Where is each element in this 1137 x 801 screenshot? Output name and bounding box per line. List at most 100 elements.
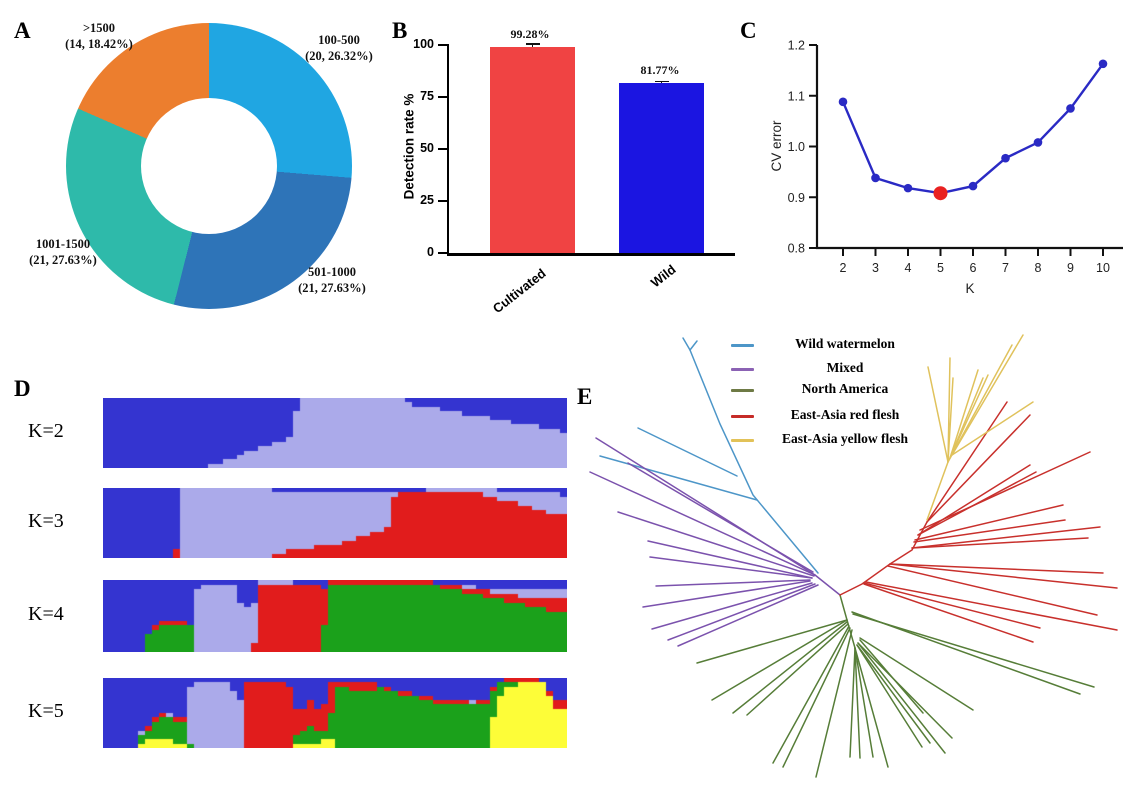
c-x-tick-label: 9 [1067, 261, 1074, 275]
tree-branch-mixed [647, 540, 813, 579]
tree-branch-mixed [655, 579, 811, 587]
tree-branch-north-america [846, 619, 856, 649]
c-x-tick-label: 3 [872, 261, 879, 275]
b-y-tick-label: 0 [427, 245, 434, 259]
tree-branch-north-america [782, 627, 851, 768]
tree-branch-north-america [772, 625, 850, 764]
cv-error-line-chart: 0.8 0.9 1.0 1.1 1.2 2 3 4 5 6 7 8 9 10 [788, 39, 1123, 275]
tree-branch-east-asia-yellow-flesh [947, 344, 1013, 463]
c-y-tick-label: 1.1 [788, 89, 805, 103]
legend-row-wild-watermelon: Wild watermelon [715, 336, 945, 354]
panel-letter-e: E [577, 384, 593, 409]
tree-branch-mixed [677, 584, 819, 647]
pie-label-100-500: 100-500 (20, 26.32%) [284, 32, 394, 65]
tree-branch-east-asia-red-flesh [863, 582, 1041, 629]
tree-branch-wild-watermelon [689, 349, 819, 574]
pie-label-line2: (21, 27.63%) [29, 253, 97, 268]
tree-branch-east-asia-red-flesh [839, 521, 928, 596]
structure-plot-k4 [103, 580, 567, 652]
tree-branch-east-asia-red-flesh [913, 519, 1066, 543]
tree-branch-wild-watermelon [682, 337, 691, 351]
cv-error-point [1066, 104, 1075, 113]
tree-branch-east-asia-red-flesh [863, 583, 1034, 643]
tree-branch-mixed [667, 583, 816, 641]
bar-cultivated [490, 46, 575, 253]
legend-row-mixed: Mixed [715, 360, 945, 378]
legend-swatch-mixed [731, 368, 754, 371]
legend-swatch-east-asia-yellow [731, 439, 754, 442]
tree-branch-east-asia-yellow-flesh [951, 334, 1024, 456]
tree-branch-east-asia-yellow-flesh [947, 377, 954, 463]
error-bar-cap [525, 43, 540, 45]
tree-branch-mixed [589, 471, 816, 576]
cv-error-point [1033, 138, 1043, 147]
tree-branch-east-asia-red-flesh [926, 414, 1031, 523]
pie-label-501-1000: 501-1000 (21, 27.63%) [276, 264, 388, 297]
pie-label-line1: 1001-1500 [35, 237, 91, 251]
tree-branch-north-america [859, 639, 924, 714]
b-y-tick-label: 50 [420, 141, 434, 155]
pie-label-1001-1500: 1001-1500 (21, 27.63%) [8, 236, 118, 269]
pie-label-line2: (14, 18.42%) [65, 37, 133, 52]
bar-x-label-wild: Wild [647, 261, 679, 291]
legend-swatch-north-america [731, 389, 754, 392]
tree-branch-north-america [732, 621, 848, 714]
bar-x-label-cultivated: Cultivated [489, 265, 549, 317]
c-x-tick-label: 7 [1002, 261, 1009, 275]
tree-branch-east-asia-red-flesh [914, 504, 1064, 541]
tree-branch-north-america [856, 644, 931, 744]
tree-branch-east-asia-yellow-flesh [927, 366, 949, 463]
tree-branch-east-asia-yellow-flesh [949, 369, 979, 459]
b-y-tick-label: 75 [420, 89, 434, 103]
tree-branch-east-asia-red-flesh [911, 537, 1089, 549]
bar-value-label-wild: 81.77% [640, 63, 680, 77]
tree-branch-north-america [859, 637, 974, 711]
panel-letter-b: B [392, 18, 408, 43]
c-x-axis-title: K [965, 281, 975, 296]
structure-row-label-k2: K=2 [28, 420, 64, 442]
legend-label: North America [801, 381, 889, 396]
b-y-tick [438, 147, 449, 151]
structure-plot-k3 [103, 488, 567, 558]
tree-branch-north-america [746, 623, 849, 716]
cv-error-point [903, 183, 913, 193]
tree-branch-mixed [651, 582, 813, 630]
cv-error-point [838, 97, 848, 107]
tree-branch-east-asia-red-flesh [889, 563, 1118, 589]
tree-branch-east-asia-yellow-flesh [926, 461, 949, 521]
tree-branch-east-asia-red-flesh [911, 526, 1101, 549]
cv-error-line [841, 63, 1104, 195]
tree-branch-east-asia-yellow-flesh [951, 401, 1034, 456]
tree-branch-east-asia-red-flesh [887, 565, 1098, 616]
pie-label-line1: 100-500 [318, 33, 360, 47]
tree-branch-north-america [852, 613, 1095, 688]
cv-error-point [968, 181, 978, 191]
legend-swatch-east-asia-red [731, 415, 754, 418]
tree-branch-north-america [839, 594, 848, 621]
tree-branch-wild-watermelon [599, 455, 758, 501]
tree-branch-north-america [854, 647, 889, 768]
donut-chart [66, 23, 352, 309]
cv-error-point [871, 173, 880, 183]
tree-branch-north-america [849, 647, 856, 758]
tree-branch-north-america [815, 629, 853, 778]
tree-branch-east-asia-red-flesh [919, 451, 1091, 531]
tree-branch-east-asia-red-flesh [926, 401, 1008, 523]
legend-row-north-america: North America [715, 381, 945, 399]
tree-branch-wild-watermelon [637, 427, 738, 477]
tree-branch-north-america [854, 647, 874, 758]
tree-branch-north-america [711, 619, 848, 701]
structure-row-label-k3: K=3 [28, 510, 64, 532]
legend-row-east-asia-red-flesh: East-Asia red flesh [715, 407, 945, 425]
tree-branch-mixed [617, 511, 815, 577]
tree-branch-east-asia-red-flesh [889, 563, 1104, 574]
c-x-tick-label: 5 [937, 261, 944, 275]
c-x-tick-label: 10 [1096, 261, 1110, 275]
tree-branch-mixed [814, 574, 841, 596]
c-x-tick-label: 8 [1035, 261, 1042, 275]
cv-error-point [1001, 153, 1010, 163]
error-bar-line [531, 43, 534, 47]
tree-branch-north-america [857, 642, 946, 754]
c-y-tick-label: 0.8 [788, 242, 805, 256]
